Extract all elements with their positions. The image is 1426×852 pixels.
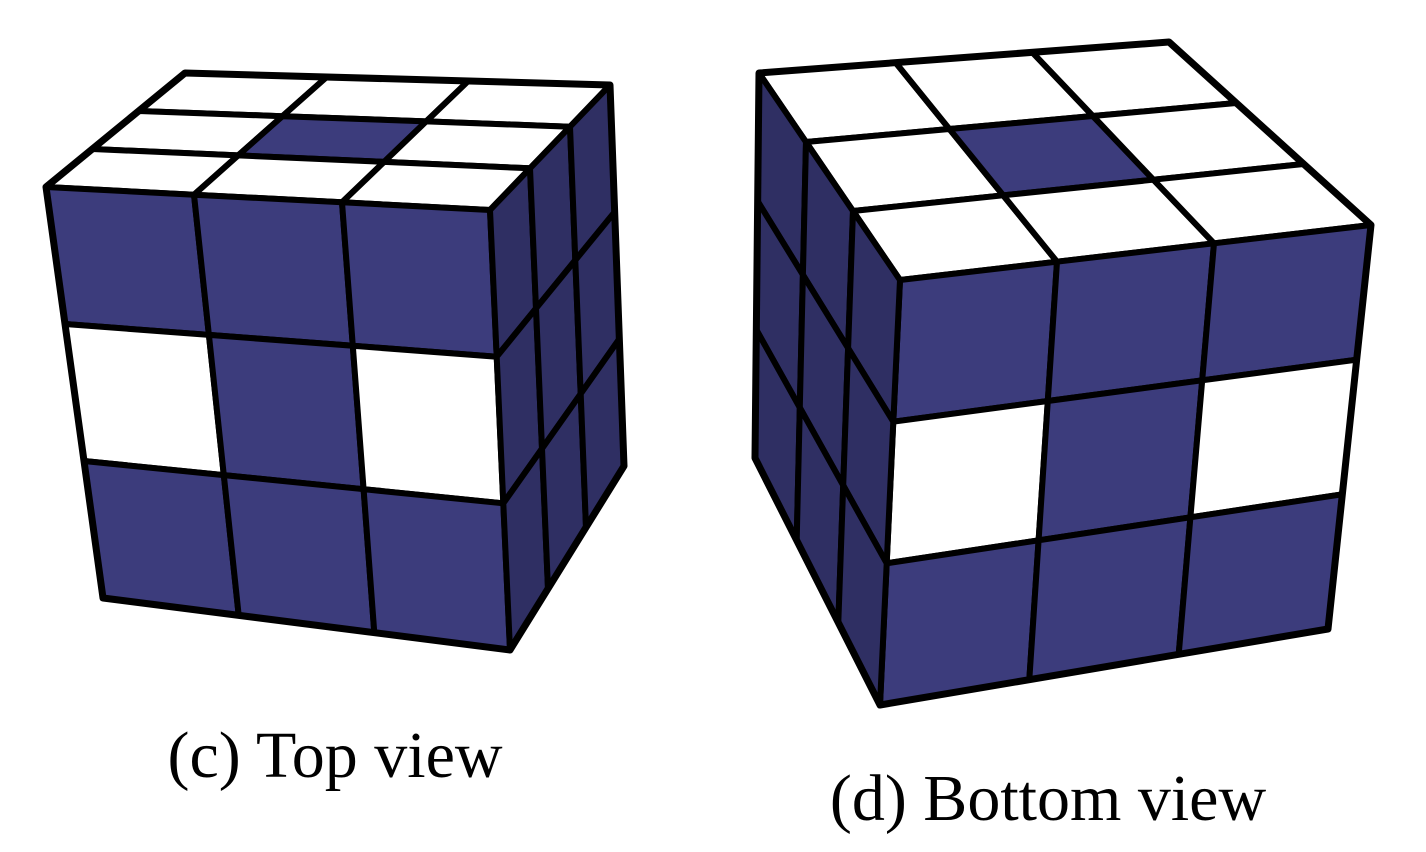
cube-c-front-sticker [220,472,378,636]
cube-d-outline [751,38,1375,709]
caption-top-view: (c) Top view [167,719,502,792]
cube-c-front-sticker [43,184,212,338]
cube-c-front-sticker [62,321,227,479]
cube-c-front-sticker [191,191,356,349]
cube-d-front-sticker [890,258,1060,425]
cube-c-front-sticker [81,458,242,619]
cube-d-side-face [752,70,903,708]
cube-top-view [42,69,628,654]
cube-c-top-face [43,70,613,213]
cube-bottom-view [751,38,1375,709]
cube-c-front-sticker [339,199,500,360]
cube-c-front-sticker [360,486,513,653]
cube-d-front-sticker [1044,240,1217,404]
caption-bottom-view: (d) Bottom view [830,762,1267,835]
cube-d-top-face [756,39,1374,283]
cube-d-front-sticker [883,398,1051,567]
cube-c-front-face [43,184,513,653]
cube-c-front-sticker [349,342,507,507]
cube-d-front-sticker [1199,222,1374,384]
cube-c-outline [42,69,628,654]
cube-c-front-sticker [205,331,367,493]
